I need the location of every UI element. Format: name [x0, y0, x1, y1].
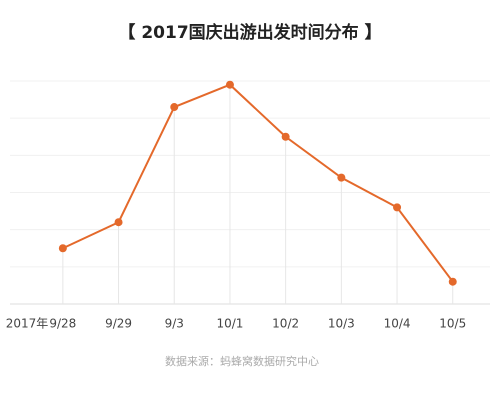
point: [170, 103, 179, 112]
source-note: 数据来源：蚂蜂窝数据研究中心: [165, 354, 319, 368]
point: [393, 203, 402, 212]
point: [281, 132, 290, 141]
x-tick-label: 10/3: [328, 317, 355, 331]
point: [225, 80, 234, 89]
point: [58, 244, 67, 253]
x-tick-label: 10/1: [216, 317, 243, 331]
point: [114, 218, 123, 227]
x-tick-label: 9/29: [105, 317, 132, 331]
point: [337, 173, 346, 182]
year-label: 2017年: [6, 317, 49, 331]
chart-title: 【 2017国庆出游出发时间分布 】: [118, 22, 381, 43]
point: [448, 277, 457, 286]
x-tick-label: 9/28: [49, 317, 76, 331]
x-tick-label: 10/2: [272, 317, 299, 331]
line: [62, 83, 454, 283]
x-tick-label: 9/3: [165, 317, 184, 331]
x-tick-label: 10/5: [439, 317, 466, 331]
x-tick-label: 10/4: [384, 317, 411, 331]
